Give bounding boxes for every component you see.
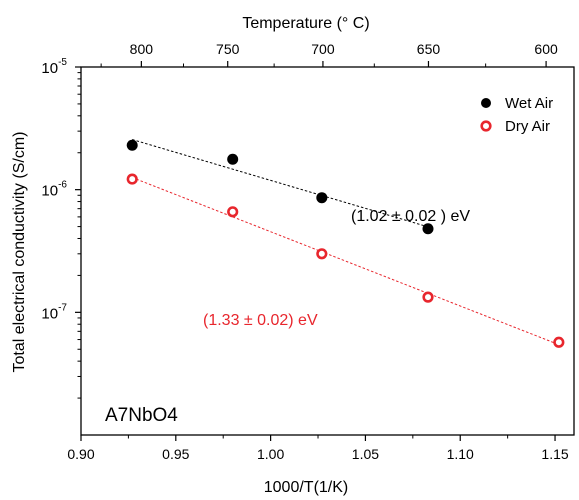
x-tick-label: 1.15 <box>541 446 568 462</box>
data-point-dry-air <box>126 173 138 185</box>
fit-lines-layer <box>132 139 560 346</box>
legend-label-wet-air: Wet Air <box>505 95 553 112</box>
legend-label-dry-air: Dry Air <box>505 118 550 135</box>
axes-layer: 0.90 0.95 1.00 1.05 1.10 1.15 800 750 700 650 600 1… <box>41 41 568 462</box>
y-tick-label: 10-7 <box>41 302 67 322</box>
legend-marker-dry-air <box>480 120 492 132</box>
data-point-wet-air <box>126 139 138 151</box>
dry-air-activation-energy: (1.33 ± 0.02) eV <box>203 312 318 329</box>
data-point-wet-air <box>227 153 239 165</box>
data-point-dry-air <box>553 336 565 348</box>
top-tick-label: 800 <box>130 41 154 57</box>
x-tick-label: 1.10 <box>447 446 474 462</box>
y-axis-title: Total electrical conductivity (S/cm) <box>11 132 28 373</box>
wet-air-activation-energy: (1.02 ± 0.02 ) eV <box>351 208 470 225</box>
plot-frame <box>80 66 575 436</box>
top-tick-label: 600 <box>534 41 558 57</box>
data-point-dry-air <box>422 291 434 303</box>
top-tick-label: 700 <box>311 41 335 57</box>
legend-marker-wet-air <box>481 98 491 108</box>
data-points-layer <box>126 139 565 348</box>
top-axis-title: Temperature (° C) <box>242 15 369 32</box>
top-tick-label: 750 <box>216 41 240 57</box>
y-tick-label: 10-6 <box>41 180 67 200</box>
x-tick-label: 0.90 <box>67 446 94 462</box>
data-point-dry-air <box>227 206 239 218</box>
top-tick-label: 650 <box>417 41 441 57</box>
data-point-wet-air <box>422 223 434 235</box>
y-tick-label: 10-5 <box>41 57 67 77</box>
x-axis-title: 1000/T(1/K) <box>264 479 348 496</box>
x-tick-label: 0.95 <box>162 446 189 462</box>
data-point-wet-air <box>316 192 328 204</box>
x-tick-label: 1.00 <box>257 446 284 462</box>
sample-label: A7NbO4 <box>105 405 178 426</box>
fit-line-wet-air <box>132 139 429 228</box>
x-tick-label: 1.05 <box>352 446 379 462</box>
data-point-dry-air <box>316 248 328 260</box>
